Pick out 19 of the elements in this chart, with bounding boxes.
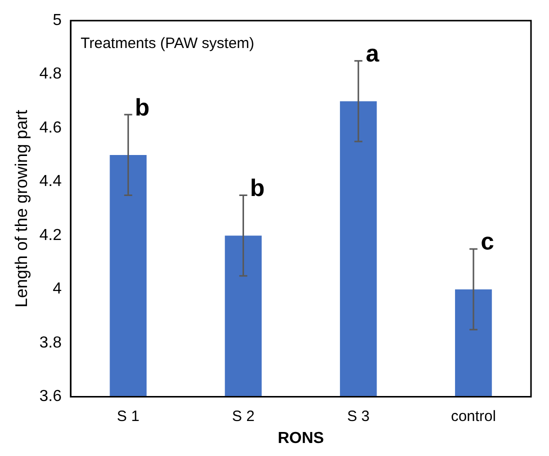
annotation: b: [250, 174, 265, 202]
y-tick-label: 3.8: [39, 334, 62, 352]
x-tick-label: S 1: [116, 408, 140, 425]
y-tick-label: 4.8: [39, 66, 62, 83]
x-axis-title: RONS: [278, 430, 324, 447]
y-tick-label: 4.2: [39, 226, 62, 244]
y-tick-label: 4.4: [39, 173, 62, 190]
x-tick-label: S 3: [347, 408, 370, 425]
y-tick-label: 3.6: [39, 388, 62, 406]
annotation: b: [134, 94, 150, 122]
annotation: a: [366, 40, 380, 68]
y-tick-label: 5: [52, 12, 62, 30]
y-tick-label: 4: [52, 280, 62, 298]
annotation: Treatments (PAW system): [80, 35, 254, 52]
x-tick-label: S 2: [232, 408, 255, 425]
annotation: c: [480, 228, 494, 256]
y-axis-title: Length of the growing part: [12, 110, 31, 308]
x-tick-label: control: [450, 408, 496, 425]
y-tick-label: 4.6: [39, 119, 62, 136]
